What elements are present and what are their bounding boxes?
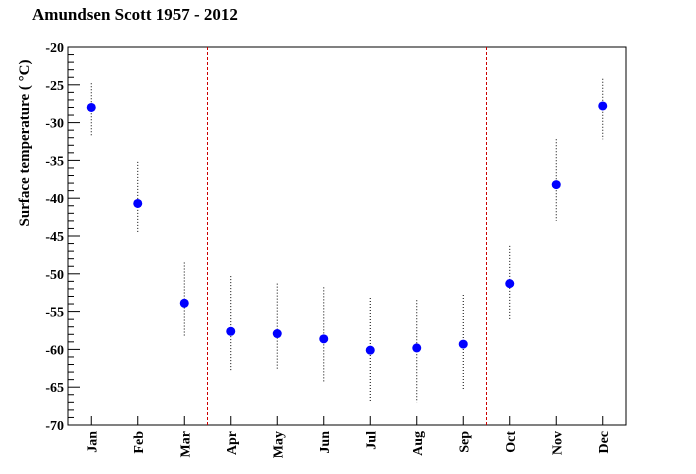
x-tick-label: Feb [132,431,147,454]
y-tick-label: -55 [45,306,64,321]
x-tick-label: Oct [504,431,519,453]
data-point-may [272,329,282,339]
y-tick-label: -65 [45,381,64,396]
data-points [86,101,608,355]
data-point-aug [412,343,422,353]
data-point-sep [458,339,468,349]
x-tick-label: May [271,431,286,458]
month-separators [207,47,487,425]
y-tick-label: -70 [45,419,64,434]
data-point-jul [365,345,375,355]
y-tick-label: -45 [45,230,64,245]
data-point-nov [551,180,561,190]
y-tick-label: -20 [45,41,64,56]
data-spread [90,78,604,403]
plot-frame [67,46,627,426]
data-point-apr [226,326,236,336]
x-tick-label: Jul [364,431,379,450]
chart-title: Amundsen Scott 1957 - 2012 [32,5,238,24]
y-tick-label: -60 [45,343,64,358]
y-tick-label: -50 [45,268,64,283]
y-tick-label: -35 [45,154,64,169]
data-point-jun [319,334,329,344]
x-tick-label: Mar [178,431,193,457]
data-point-mar [179,298,189,308]
x-axis: Jan Feb Mar Apr May Jun Jul Aug Sep Oct Nov Dec [85,416,627,458]
y-axis-label: Surface temperature ( °C) [17,60,33,227]
x-tick-label: Apr [225,431,240,455]
y-axis: -20 -25 -30 -35 -40 -45 -50 -55 -60 -65 -70 [45,41,80,434]
x-tick-label: Jan [85,431,100,453]
x-tick-label: Jun [318,431,333,454]
x-tick-label: Aug [411,431,426,456]
data-point-jan [86,102,96,112]
x-tick-label: Nov [550,431,565,455]
y-tick-label: -40 [45,192,64,207]
x-tick-label: Sep [457,431,472,453]
data-point-feb [133,198,143,208]
y-tick-label: -30 [45,117,64,132]
x-tick-label: Dec [597,431,612,454]
data-point-dec [598,101,608,111]
data-point-oct [505,279,515,289]
y-tick-label: -25 [45,79,64,94]
